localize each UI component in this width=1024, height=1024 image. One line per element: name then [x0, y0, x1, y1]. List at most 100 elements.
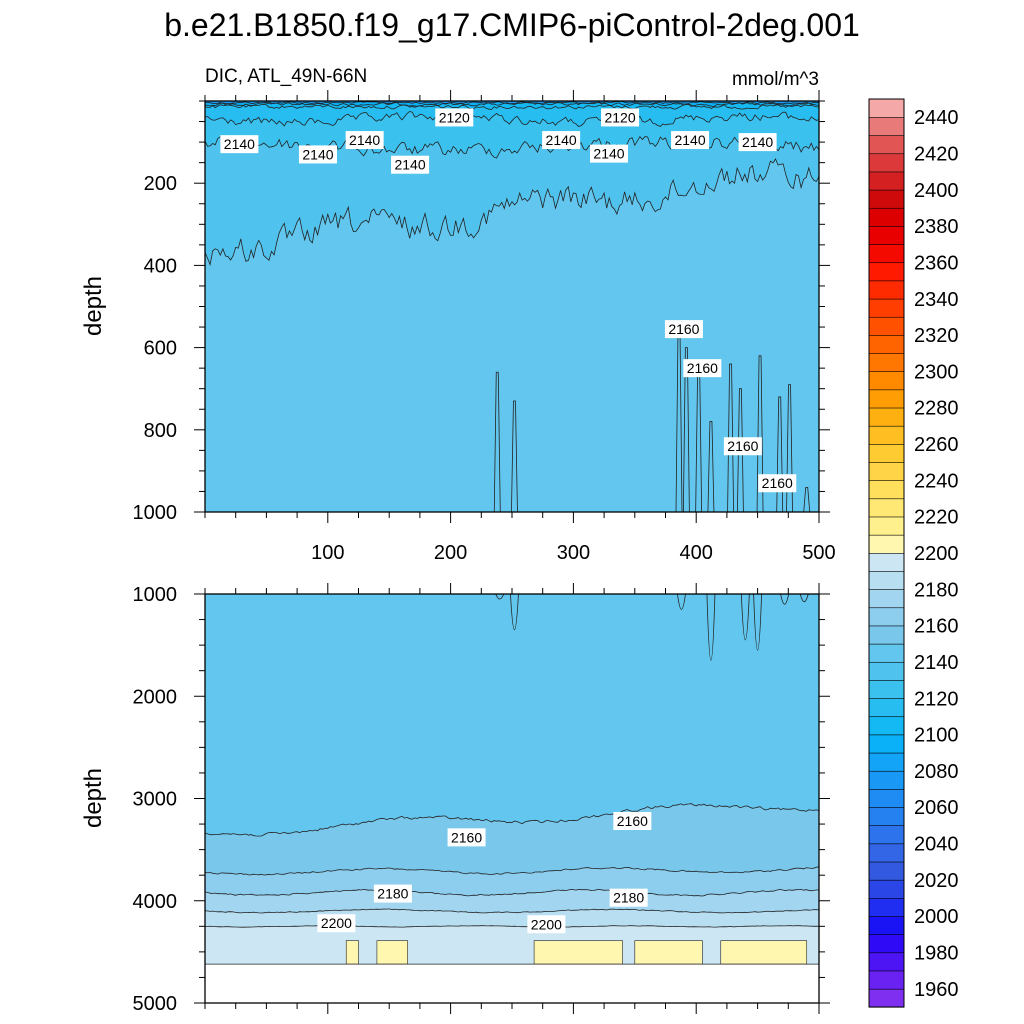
x-tick-label: 400 — [680, 542, 713, 564]
lower-contour-2170 — [205, 866, 819, 876]
colorbar: 1960 1980 2000 2020 2040 2060 2080 2100 2120 2140… — [868, 98, 959, 1008]
colorbar-tick-label: 2400 — [914, 180, 959, 202]
y-tick-label: 2000 — [133, 686, 178, 708]
colorbar-swatch-2240 — [868, 480, 905, 500]
lower-patch-2210-0 — [345, 940, 359, 965]
colorbar-swatch-2000 — [868, 915, 905, 935]
colorbar-swatch-2230 — [868, 498, 905, 518]
lower-filled-contours — [205, 594, 819, 1003]
svg-text:2140: 2140 — [674, 132, 705, 148]
colorbar-tick-label: 2380 — [914, 216, 959, 238]
colorbar-swatch-2430 — [868, 135, 905, 155]
y-tick-label: 600 — [144, 338, 177, 360]
upper-contour-label-13: 2160 — [758, 474, 797, 493]
y-tick-label: 5000 — [133, 993, 178, 1015]
colorbar-tick-label: 2340 — [914, 289, 959, 311]
colorbar-frame — [868, 98, 905, 1008]
colorbar-swatch-2440 — [868, 116, 905, 136]
svg-text:2180: 2180 — [613, 890, 644, 906]
colorbar-swatch-1970 — [868, 970, 905, 990]
svg-text:2140: 2140 — [593, 146, 624, 162]
upper-contour-2150 — [205, 158, 819, 267]
colorbar-swatch-2100 — [868, 734, 905, 754]
lower-tendril-6 — [780, 594, 790, 605]
upper-left-label: DIC, ATL_49N-66N — [205, 66, 367, 87]
upper-spike-8 — [756, 355, 764, 512]
colorbar-swatch-2140 — [868, 661, 905, 681]
colorbar-swatch-2340 — [868, 298, 905, 318]
svg-text:2160: 2160 — [687, 360, 718, 376]
svg-text:2120: 2120 — [604, 109, 635, 125]
lower-contour-2200 — [205, 925, 819, 928]
y-tick-label: 3000 — [133, 789, 178, 811]
svg-text:2140: 2140 — [394, 157, 425, 173]
colorbar-tick-label: 2000 — [914, 906, 959, 928]
colorbar-swatch-2350 — [868, 280, 905, 300]
upper-spike-3 — [682, 347, 690, 512]
colorbar-tick-label: 2020 — [914, 870, 959, 892]
x-tick-label: 200 — [434, 542, 467, 564]
upper-contour-label-11: 2160 — [683, 359, 722, 378]
lower-patch-2210-3 — [634, 940, 703, 965]
colorbar-swatch-2290 — [868, 389, 905, 409]
lower-tendril-5 — [753, 594, 762, 651]
y-tick-label: 800 — [144, 420, 177, 442]
colorbar-tick-label: 2280 — [914, 398, 959, 420]
colorbar-swatch-2330 — [868, 316, 905, 336]
y-tick-label: 400 — [144, 255, 177, 277]
upper-contour-2140 — [205, 132, 819, 159]
lower-patch-2210-1 — [376, 940, 408, 965]
upper-contour-label-8: 2140 — [671, 131, 710, 150]
colorbar-swatch-2400 — [868, 189, 905, 209]
svg-text:2140: 2140 — [224, 136, 255, 152]
lower-axes: 1000 2000 3000 4000 5000 — [133, 583, 830, 1015]
colorbar-swatch-2090 — [868, 752, 905, 772]
colorbar-swatch-2380 — [868, 225, 905, 245]
colorbar-swatch-2160 — [868, 625, 905, 645]
upper-contour-label-12: 2160 — [723, 437, 762, 456]
upper-contour-2120 — [205, 103, 819, 110]
upper-contour-labels: 2140 2140 2140 2140 2120 2140 2120 2140 2140 2140… — [220, 108, 797, 493]
colorbar-tick-label: 2080 — [914, 761, 959, 783]
upper-contour-label-5: 2140 — [542, 131, 581, 150]
svg-text:2160: 2160 — [617, 813, 648, 829]
colorbar-swatch-2310 — [868, 352, 905, 372]
colorbar-swatch-2130 — [868, 679, 905, 699]
colorbar-tick-label: 2260 — [914, 434, 959, 456]
colorbar-swatch-2150 — [868, 643, 905, 663]
upper-panel: DIC, ATL_49N-66N mmol/m^3 21402140214021… — [80, 66, 836, 564]
upper-contour-label-6: 2120 — [601, 108, 640, 127]
lower-contour-2180 — [205, 888, 819, 897]
svg-text:2160: 2160 — [451, 829, 482, 845]
colorbar-tick-label: 2100 — [914, 725, 959, 747]
colorbar-swatch-2170 — [868, 607, 905, 627]
upper-contour-lines — [205, 101, 819, 512]
colorbar-tick-label: 2420 — [914, 144, 959, 166]
upper-spike-0 — [493, 371, 501, 512]
colorbar-swatch-2300 — [868, 371, 905, 391]
upper-spike-1 — [511, 400, 518, 512]
upper-spike-9 — [776, 396, 784, 512]
colorbar-tick-label: 2180 — [914, 579, 959, 601]
svg-text:2140: 2140 — [546, 132, 577, 148]
colorbar-tick-label: 2120 — [914, 688, 959, 710]
colorbar-swatch-2120 — [868, 697, 905, 718]
lower-tendril-4 — [740, 594, 750, 641]
colorbar-tick-label: 2240 — [914, 470, 959, 492]
x-tick-label: 500 — [802, 542, 835, 564]
svg-text:2200: 2200 — [321, 915, 352, 931]
colorbar-tick-label: 2220 — [914, 507, 959, 529]
upper-band-2150 — [205, 159, 819, 512]
colorbar-swatch-2010 — [868, 897, 905, 917]
svg-text:2140: 2140 — [349, 132, 380, 148]
lower-patch-2210-4 — [720, 940, 808, 965]
figure-title: b.e21.B1850.f19_g17.CMIP6-piControl-2deg… — [164, 7, 860, 43]
colorbar-swatch-2270 — [868, 425, 905, 445]
colorbar-tick-label: 2300 — [914, 361, 959, 383]
y-tick-label: 4000 — [133, 891, 178, 913]
upper-contour-label-2: 2140 — [345, 131, 384, 150]
colorbar-swatch-2080 — [868, 770, 905, 790]
colorbar-swatch-2180 — [868, 589, 905, 609]
svg-text:2120: 2120 — [439, 109, 470, 125]
